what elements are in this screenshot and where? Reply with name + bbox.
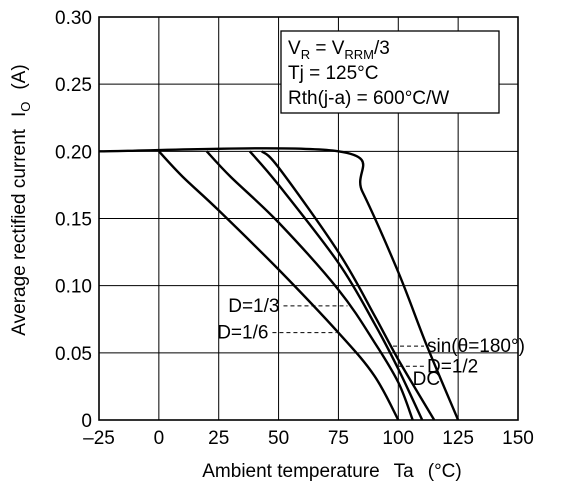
y-tick-label: 0.30	[55, 8, 92, 29]
y-tick-label: 0.25	[55, 75, 92, 96]
plot-area-frame	[98, 16, 519, 421]
annotation-label: D=1/2	[427, 356, 478, 377]
x-tick-label: 150	[502, 428, 534, 449]
series-d-1-6	[158, 150, 400, 421]
axis-ticks: –25 0 25 50 75 100 125 15000.050.100.150.200.25…	[55, 8, 534, 449]
x-tick-label: 100	[382, 428, 414, 449]
curve-annotations: D=1/3 D=1/6 sin(θ=180°)D=1/2DC	[217, 296, 525, 390]
y-tick-label: 0.20	[55, 142, 92, 163]
series-d-1-2	[248, 150, 424, 421]
annotation-label: D=1/3	[228, 296, 279, 317]
data-series	[98, 147, 460, 421]
x-axis-label: Ambient temperature Ta (°C)	[202, 461, 461, 482]
annotation-label: D=1/6	[217, 323, 268, 344]
x-tick-label: 75	[328, 428, 349, 449]
x-tick-label: 50	[268, 428, 289, 449]
y-tick-label: 0.10	[55, 277, 92, 298]
x-tick-label: 25	[208, 428, 229, 449]
series-dc	[98, 147, 460, 421]
annotation-label: DC	[413, 369, 440, 390]
conditions-box-frame	[280, 30, 500, 114]
condition-thermal-resistance: Rth(j-a) = 600°C/W	[288, 88, 449, 109]
y-tick-label: 0.15	[55, 210, 92, 231]
condition-voltage: VR = VRRM/3	[288, 38, 390, 62]
y-tick-label: 0	[81, 411, 92, 432]
conditions-box: VR = VRRM/3 Tj = 125°C Rth(j-a) = 600°C/…	[280, 30, 500, 114]
x-tick-label: 0	[154, 428, 165, 449]
y-axis-label: Average rectified currentIO(A)	[9, 64, 33, 335]
x-tick-label: 125	[442, 428, 474, 449]
condition-junction-temp: Tj = 125°C	[288, 63, 379, 84]
x-tick-label: –25	[83, 428, 115, 449]
y-tick-label: 0.05	[55, 344, 92, 365]
annotation-label: sin(θ=180°)	[427, 336, 525, 357]
series-d-1-3	[205, 150, 414, 421]
series-sin-180-	[260, 150, 436, 421]
